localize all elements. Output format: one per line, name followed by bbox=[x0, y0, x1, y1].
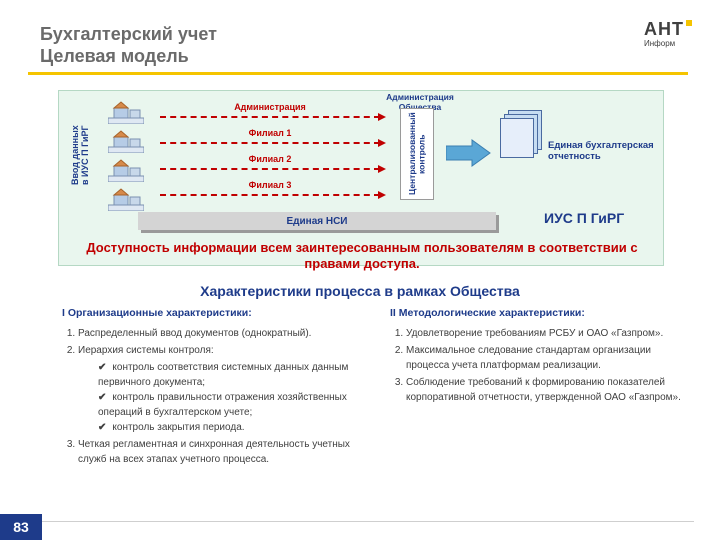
flow-row: Филиал 2 bbox=[160, 154, 380, 180]
nsi-label: Единая НСИ bbox=[138, 212, 496, 230]
flow-row: Филиал 1 bbox=[160, 128, 380, 154]
building-stack bbox=[108, 100, 144, 211]
availability-statement: Доступность информации всем заинтересова… bbox=[76, 240, 648, 273]
flow-row: Филиал 3 bbox=[160, 180, 380, 206]
logo-text: AHT bbox=[644, 19, 684, 39]
method-item: Соблюдение требований к формированию пок… bbox=[406, 375, 690, 405]
check-item: контроль закрытия периода. bbox=[98, 420, 362, 435]
method-characteristics: II Методологические характеристики: Удов… bbox=[390, 306, 690, 407]
flow-area: Администрация Филиал 1 Филиал 2 Филиал 3 bbox=[160, 102, 380, 206]
documents-label: Единая бухгалтерская отчетность bbox=[548, 140, 656, 163]
title-line1: Бухгалтерский учет bbox=[40, 24, 217, 44]
dashed-arrow-icon bbox=[160, 142, 380, 144]
flow-label: Филиал 2 bbox=[160, 154, 380, 164]
logo-accent bbox=[686, 20, 692, 26]
documents-icon bbox=[500, 110, 544, 158]
footer-rule bbox=[34, 521, 694, 522]
building-icon bbox=[108, 158, 144, 182]
method-item: Максимальное следование стандартам орган… bbox=[406, 343, 690, 373]
dashed-arrow-icon bbox=[160, 116, 380, 118]
flow-row: Администрация bbox=[160, 102, 380, 128]
input-vertical-label: Ввод данных в ИУС П ГиРГ bbox=[70, 108, 90, 203]
logo: AHT Информ bbox=[644, 20, 692, 49]
flow-label: Администрация bbox=[160, 102, 380, 112]
page-title: Бухгалтерский учет Целевая модель bbox=[40, 24, 217, 67]
org-heading: I Организационные характеристики: bbox=[62, 306, 362, 322]
big-arrow-icon bbox=[446, 138, 492, 171]
ius-label: ИУС П ГиРГ bbox=[544, 210, 624, 226]
building-icon bbox=[108, 100, 144, 124]
org-item-label: Иерархия системы контроля: bbox=[78, 345, 214, 356]
control-box: Централизованный контроль bbox=[400, 108, 434, 200]
org-characteristics: I Организационные характеристики: Распре… bbox=[62, 306, 362, 469]
org-item: Четкая регламентная и синхронная деятель… bbox=[78, 437, 362, 467]
building-icon bbox=[108, 187, 144, 211]
nsi-bar: Единая НСИ bbox=[138, 212, 496, 230]
flow-label: Филиал 1 bbox=[160, 128, 380, 138]
control-box-text: Централизованный контроль bbox=[408, 109, 427, 199]
check-list: контроль соответствия системных данных д… bbox=[78, 360, 362, 435]
method-item: Удовлетворение требованиям РСБУ и ОАО «Г… bbox=[406, 326, 690, 341]
check-item: контроль правильности отражения хозяйств… bbox=[98, 390, 362, 420]
dashed-arrow-icon bbox=[160, 168, 380, 170]
characteristics-title: Характеристики процесса в рамках Обществ… bbox=[0, 283, 720, 299]
building-icon bbox=[108, 129, 144, 153]
dashed-arrow-icon bbox=[160, 194, 380, 196]
logo-subtitle: Информ bbox=[644, 39, 675, 48]
org-item: Распределенный ввод документов (однократ… bbox=[78, 326, 362, 341]
method-heading: II Методологические характеристики: bbox=[390, 306, 690, 322]
sheet-icon bbox=[500, 118, 534, 158]
flow-label: Филиал 3 bbox=[160, 180, 380, 190]
title-line2: Целевая модель bbox=[40, 46, 189, 66]
check-item: контроль соответствия системных данных д… bbox=[98, 360, 362, 390]
page-number: 83 bbox=[0, 514, 42, 540]
title-rule bbox=[28, 72, 688, 75]
org-item: Иерархия системы контроля: контроль соот… bbox=[78, 343, 362, 435]
